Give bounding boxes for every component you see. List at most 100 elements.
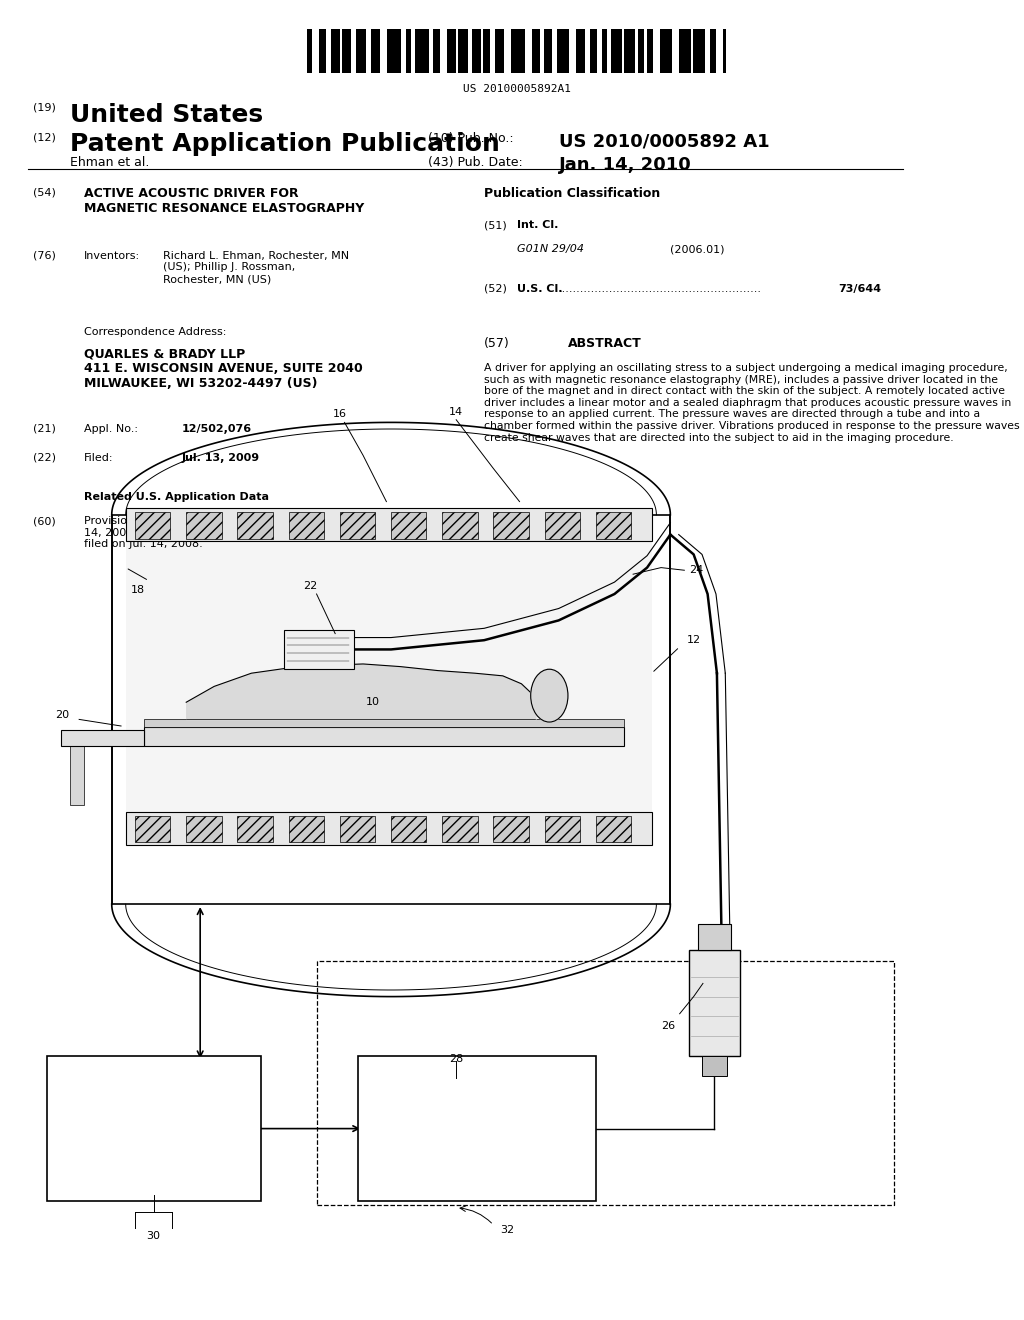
Bar [714,29,716,73]
Bar [604,29,606,73]
Bar [442,512,477,539]
Text: Filed:: Filed: [84,453,114,463]
Text: 10: 10 [366,697,380,708]
Bar [593,29,597,73]
Text: (60): (60) [33,516,55,527]
Bar [60,730,144,746]
Text: 22: 22 [303,581,317,591]
Bar [316,961,894,1205]
Bar [485,29,490,73]
Text: ........................................................: ........................................… [559,284,762,294]
Bar [483,29,485,73]
Bar [494,816,528,842]
Bar [144,719,624,727]
Text: (54): (54) [33,187,55,198]
Bar [511,29,518,73]
Text: (22): (22) [33,453,55,463]
Bar [590,29,593,73]
Text: 73/644: 73/644 [838,284,881,294]
Bar [394,29,401,73]
Bar [545,512,580,539]
Bar [472,29,474,73]
Text: 12/502,076: 12/502,076 [181,424,252,434]
Bar [496,29,500,73]
Text: 32: 32 [501,1225,514,1236]
FancyBboxPatch shape [46,1056,261,1201]
Bar [340,512,375,539]
Text: U.S. Cl.: U.S. Cl. [517,284,562,294]
Bar [126,508,651,541]
Bar [596,816,631,842]
Text: Correspondence Address:: Correspondence Address: [84,327,226,338]
Bar [577,29,584,73]
Text: (12): (12) [33,132,55,143]
Text: (76): (76) [33,251,55,261]
Text: Appl. No.:: Appl. No.: [84,424,138,434]
Bar [406,29,410,73]
Text: Provisional application No. 61/080,446, filed on Jul.
14, 2008, provisional appl: Provisional application No. 61/080,446, … [84,516,368,549]
Bar [371,29,378,73]
Text: Richard L. Ehman, Rochester, MN
(US); Phillip J. Rossman,
Rochester, MN (US): Richard L. Ehman, Rochester, MN (US); Ph… [163,251,349,284]
Text: 16: 16 [333,409,347,420]
Text: US 2010/0005892 A1: US 2010/0005892 A1 [559,132,769,150]
Text: (51): (51) [484,220,507,231]
Bar [378,29,380,73]
Bar [549,29,552,73]
Text: Jan. 14, 2010: Jan. 14, 2010 [559,156,691,174]
Bar [631,29,635,73]
Bar [391,512,426,539]
Text: US 20100005892A1: US 20100005892A1 [463,84,570,95]
Bar [319,29,322,73]
Text: 18: 18 [131,585,144,595]
Bar [186,816,221,842]
Bar [537,29,541,73]
Bar [660,29,667,73]
Text: (2006.01): (2006.01) [671,244,725,255]
Text: QUARLES & BRADY LLP
411 E. WISCONSIN AVENUE, SUITE 2040
MILWAUKEE, WI 53202-4497: QUARLES & BRADY LLP 411 E. WISCONSIN AVE… [84,347,362,391]
Bar [144,727,624,746]
Bar [307,29,312,73]
Text: Publication Classification: Publication Classification [484,187,660,201]
Bar [289,512,324,539]
Bar [518,29,525,73]
Bar [474,29,481,73]
Bar [679,29,684,73]
Bar [342,29,347,73]
Text: Int. Cl.: Int. Cl. [517,220,558,231]
Bar [689,950,740,1056]
Bar [126,541,651,812]
Text: ABSTRACT: ABSTRACT [568,337,642,350]
Bar [454,29,456,73]
Bar [360,29,366,73]
Bar [710,29,714,73]
Bar [700,29,706,73]
Bar [355,29,360,73]
Bar [442,816,477,842]
Bar [347,29,351,73]
Text: WAVEFORM
GENERATOR
AND AMPLIFIER: WAVEFORM GENERATOR AND AMPLIFIER [428,1106,525,1139]
Bar [667,29,672,73]
Circle shape [530,669,568,722]
Text: ACTIVE ACOUSTIC DRIVER FOR
MAGNETIC RESONANCE ELASTOGRAPHY: ACTIVE ACOUSTIC DRIVER FOR MAGNETIC RESO… [84,187,365,215]
Text: 30: 30 [146,1230,161,1241]
Text: Related U.S. Application Data: Related U.S. Application Data [84,492,268,503]
FancyBboxPatch shape [358,1056,596,1201]
Bar [684,29,691,73]
Text: Jul. 13, 2009: Jul. 13, 2009 [181,453,260,463]
Bar [500,29,504,73]
Bar [638,29,642,73]
Text: (10) Pub. No.:: (10) Pub. No.: [428,132,514,145]
Text: (57): (57) [484,337,510,350]
Bar [238,816,272,842]
Text: 14: 14 [450,407,463,417]
Text: 28: 28 [450,1053,463,1064]
Bar [436,29,439,73]
Text: 20: 20 [55,710,70,721]
Bar [647,29,649,73]
Text: (21): (21) [33,424,55,434]
Bar [465,29,469,73]
Text: A driver for applying an oscillating stress to a subject undergoing a medical im: A driver for applying an oscillating str… [484,363,1020,442]
Bar [70,746,84,805]
Text: Patent Application Publication: Patent Application Publication [70,132,500,156]
Bar [340,816,375,842]
